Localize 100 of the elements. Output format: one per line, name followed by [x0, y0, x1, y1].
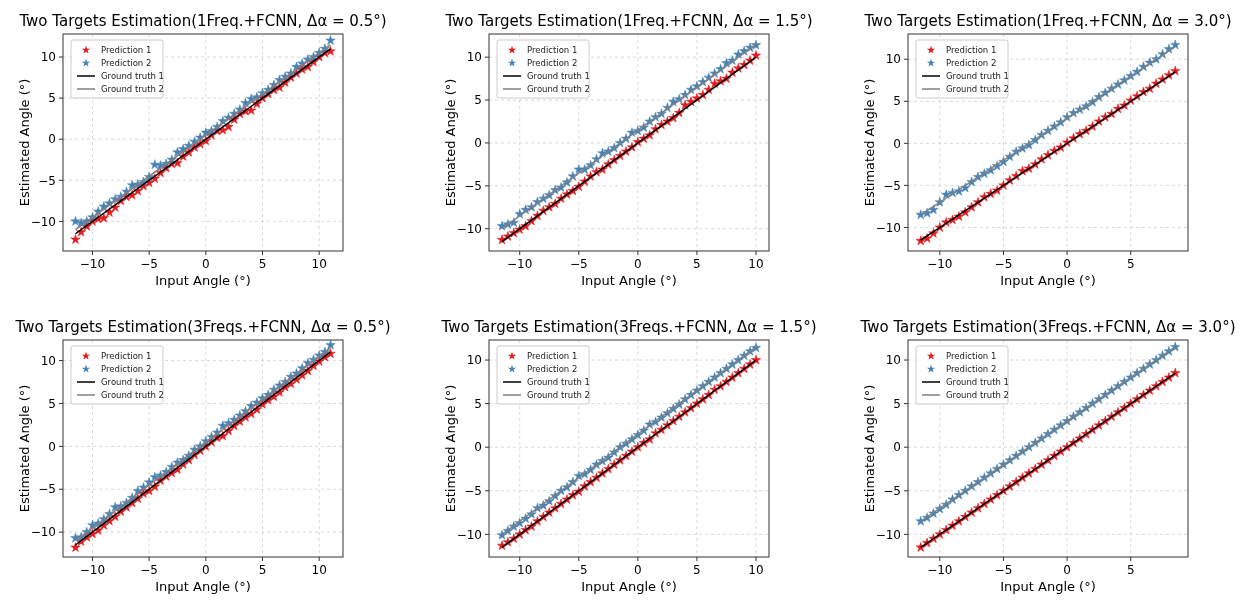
- y-tick-label: −10: [456, 221, 482, 236]
- chart-title: Two Targets Estimation(3Freqs.+FCNN, Δα = 1.5°): [440, 318, 817, 336]
- chart-title: Two Targets Estimation(3Freqs.+FCNN, Δα = 3.0°): [859, 318, 1236, 336]
- y-tick-label: −10: [30, 214, 56, 229]
- legend-label: Ground truth 1: [101, 376, 165, 387]
- legend-label: Ground truth 2: [946, 83, 1010, 94]
- legend-label: Ground truth 2: [946, 389, 1010, 400]
- y-tick-label: −5: [38, 173, 56, 188]
- y-tick-label: 0: [893, 136, 901, 151]
- chart-title: Two Targets Estimation(3Freqs.+FCNN, Δα = 0.5°): [14, 318, 391, 336]
- x-tick-label: −10: [927, 563, 953, 577]
- x-tick-label: 10: [748, 563, 764, 577]
- legend-label: Ground truth 1: [101, 70, 165, 81]
- y-axis-title: Estimated Angle (°): [443, 384, 458, 513]
- y-tick-label: −5: [38, 482, 56, 497]
- x-tick-label: 10: [311, 563, 327, 577]
- x-tick-label: −10: [79, 563, 106, 577]
- legend-label: Ground truth 1: [527, 70, 591, 81]
- legend-label: Prediction 1: [946, 350, 997, 361]
- y-tick-label: 10: [885, 52, 901, 67]
- legend-label: Prediction 1: [527, 44, 578, 55]
- y-tick-label: −5: [883, 483, 901, 498]
- x-tick-label: −5: [569, 257, 588, 271]
- x-tick-label: 0: [634, 257, 642, 271]
- legend-label: Prediction 1: [527, 350, 578, 361]
- y-tick-label: 10: [885, 353, 901, 368]
- legend-label: Prediction 2: [946, 363, 997, 374]
- x-tick-label: −5: [140, 257, 159, 271]
- y-tick-label: 10: [40, 353, 56, 368]
- y-tick-label: −5: [464, 179, 482, 194]
- y-tick-label: 5: [48, 91, 56, 106]
- x-tick-label: 10: [311, 257, 327, 271]
- x-axis-title: Input Angle (°): [155, 579, 251, 594]
- y-tick-label: 5: [474, 93, 482, 108]
- y-tick-label: 10: [466, 50, 482, 65]
- y-tick-label: −10: [875, 220, 901, 235]
- y-tick-label: 0: [893, 440, 901, 455]
- x-tick-label: −5: [994, 563, 1013, 577]
- x-tick-label: 0: [1063, 563, 1071, 577]
- legend-label: Ground truth 2: [527, 389, 591, 400]
- y-tick-label: −10: [875, 527, 901, 542]
- legend-label: Prediction 2: [527, 57, 578, 68]
- legend-label: Ground truth 1: [527, 376, 591, 387]
- chart-title: Two Targets Estimation(1Freq.+FCNN, Δα = 3.0°): [863, 12, 1232, 30]
- y-tick-label: 5: [474, 396, 482, 411]
- x-tick-label: 5: [693, 563, 701, 577]
- legend-label: Prediction 1: [101, 44, 152, 55]
- x-axis-title: Input Angle (°): [155, 273, 251, 288]
- legend-label: Prediction 2: [946, 57, 997, 68]
- y-tick-label: 10: [466, 353, 482, 368]
- x-axis-title: Input Angle (°): [581, 273, 677, 288]
- x-tick-label: 0: [202, 563, 210, 577]
- x-tick-label: −10: [927, 257, 953, 271]
- legend-label: Prediction 1: [946, 44, 997, 55]
- y-axis-title: Estimated Angle (°): [862, 78, 877, 207]
- y-tick-label: −10: [30, 525, 56, 540]
- x-tick-label: −5: [994, 257, 1013, 271]
- y-tick-label: 5: [893, 396, 901, 411]
- x-axis-title: Input Angle (°): [1000, 273, 1096, 288]
- y-axis-title: Estimated Angle (°): [862, 384, 877, 513]
- x-axis-title: Input Angle (°): [1000, 579, 1096, 594]
- legend-label: Prediction 2: [101, 57, 152, 68]
- y-tick-label: −5: [464, 483, 482, 498]
- legend-label: Ground truth 2: [101, 389, 165, 400]
- y-tick-label: −5: [883, 178, 901, 193]
- legend-label: Ground truth 2: [101, 83, 165, 94]
- x-tick-label: −5: [569, 563, 588, 577]
- x-tick-label: 5: [1126, 563, 1135, 577]
- legend-label: Ground truth 1: [946, 70, 1010, 81]
- x-tick-label: 10: [748, 257, 764, 271]
- x-tick-label: 5: [1126, 257, 1135, 271]
- y-tick-label: 0: [474, 136, 482, 151]
- x-tick-label: 0: [634, 563, 642, 577]
- y-tick-label: 5: [48, 396, 56, 411]
- chart-title: Two Targets Estimation(1Freq.+FCNN, Δα = 0.5°): [18, 12, 387, 30]
- legend-label: Prediction 2: [101, 363, 152, 374]
- y-axis-title: Estimated Angle (°): [17, 384, 32, 513]
- x-tick-label: 0: [202, 257, 210, 271]
- legend-label: Prediction 2: [527, 363, 578, 374]
- y-axis-title: Estimated Angle (°): [17, 78, 32, 207]
- y-tick-label: 0: [48, 439, 56, 454]
- x-tick-label: 0: [1063, 257, 1071, 271]
- x-axis-title: Input Angle (°): [581, 579, 677, 594]
- x-tick-label: −10: [507, 257, 533, 271]
- x-tick-label: 5: [693, 257, 701, 271]
- y-tick-label: −10: [456, 527, 482, 542]
- y-tick-label: 0: [48, 132, 56, 147]
- y-tick-label: 10: [40, 50, 56, 65]
- x-tick-label: 5: [258, 563, 267, 577]
- x-tick-label: −10: [507, 563, 533, 577]
- y-tick-label: 0: [474, 440, 482, 455]
- y-tick-label: 5: [893, 94, 901, 109]
- x-tick-label: 5: [258, 257, 267, 271]
- legend-label: Ground truth 1: [946, 376, 1010, 387]
- legend-label: Ground truth 2: [527, 83, 591, 94]
- chart-title: Two Targets Estimation(1Freq.+FCNN, Δα = 1.5°): [444, 12, 813, 30]
- x-tick-label: −10: [79, 257, 106, 271]
- legend-label: Prediction 1: [101, 350, 152, 361]
- x-tick-label: −5: [140, 563, 159, 577]
- y-axis-title: Estimated Angle (°): [443, 78, 458, 207]
